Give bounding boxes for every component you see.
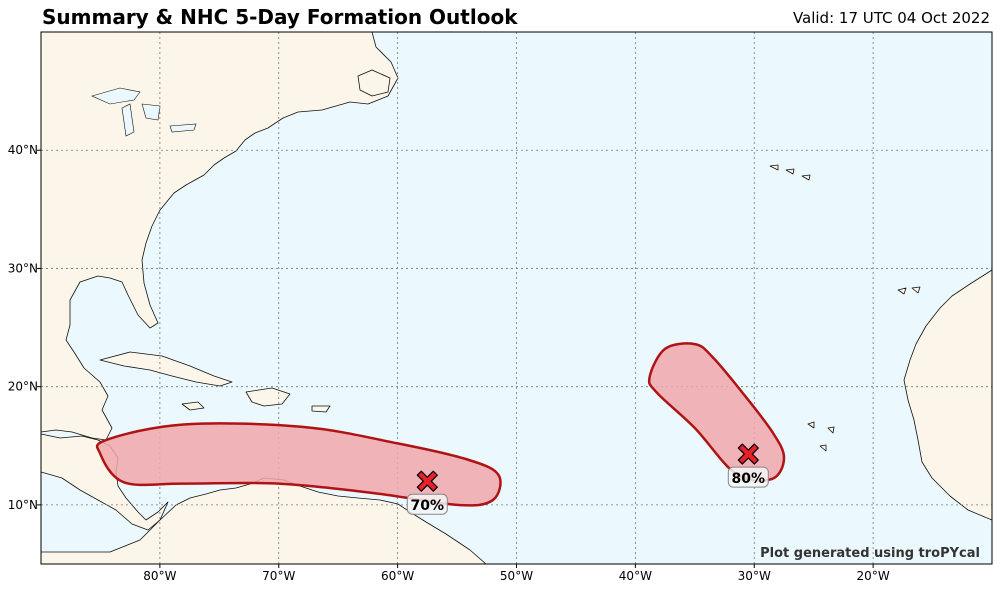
- outlook-marker-1: 70%: [406, 470, 448, 515]
- south-america-land: [41, 477, 487, 564]
- jamaica: [181, 401, 205, 411]
- azores: [769, 164, 811, 181]
- outlook-areas: [95, 342, 786, 507]
- tick-labels: 80°W 70°W 60°W 50°W 40°W 30°W 20°W 40°N 30°N 20°N…: [8, 143, 890, 583]
- great-lakes: [91, 87, 197, 137]
- gridlines: [41, 32, 992, 564]
- lon-tick-label: 60°W: [381, 569, 414, 583]
- puerto-rico: [311, 405, 331, 413]
- lat-tick-label: 20°N: [8, 380, 38, 394]
- canary-islands: [897, 286, 921, 295]
- lon-tick-label: 30°W: [738, 569, 771, 583]
- lat-tick-label: 30°N: [8, 261, 38, 275]
- lon-tick-label: 70°W: [262, 569, 295, 583]
- outlook-marker-2: 80%: [727, 443, 769, 488]
- lon-tick-label: 40°W: [619, 569, 652, 583]
- africa-land: [903, 269, 992, 521]
- outlook-area-2: [647, 342, 786, 483]
- newfoundland: [357, 69, 391, 97]
- cape-verde-islands: [807, 421, 835, 452]
- probability-label: 80%: [732, 471, 766, 487]
- lon-tick-label: 50°W: [500, 569, 533, 583]
- x-marker-icon: [416, 470, 438, 492]
- lon-tick-label: 20°W: [857, 569, 890, 583]
- lat-tick-label: 10°N: [8, 498, 38, 512]
- probability-badge: [406, 493, 448, 515]
- probability-label: 70%: [411, 498, 445, 514]
- probability-badge: [727, 466, 769, 488]
- map-title: Summary & NHC 5-Day Formation Outlook: [42, 5, 518, 29]
- map-frame: [40, 31, 993, 565]
- x-marker-icon: [737, 443, 759, 465]
- credit-label: Plot generated using troPYcal: [760, 546, 980, 561]
- lat-tick-label: 40°N: [8, 143, 38, 157]
- outlook-markers: 70% 80%: [406, 443, 769, 515]
- outlook-area-1: [95, 422, 502, 507]
- valid-time: Valid: 17 UTC 04 Oct 2022: [792, 9, 990, 27]
- cuba: [99, 351, 233, 387]
- lon-tick-label: 80°W: [143, 569, 176, 583]
